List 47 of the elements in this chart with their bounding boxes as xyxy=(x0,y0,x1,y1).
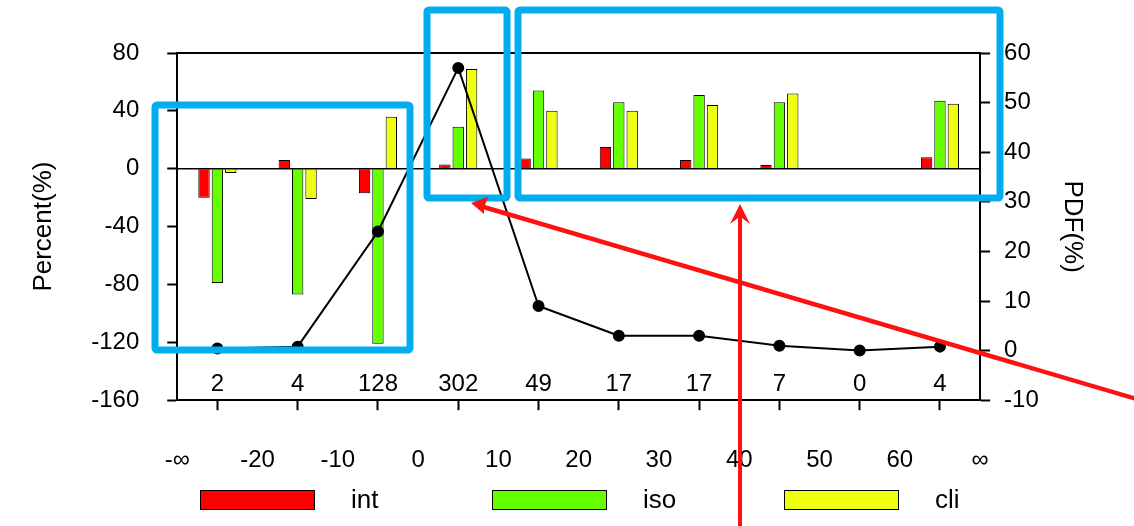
point xyxy=(612,329,625,342)
y2-tick-label: 20 xyxy=(1004,236,1031,264)
x-tick-label: -∞ xyxy=(164,445,190,473)
point xyxy=(773,339,786,352)
annotation: 4 xyxy=(290,368,305,396)
y-tick-label: 40 xyxy=(112,95,140,123)
x-tick-label: 60 xyxy=(886,445,914,473)
y2-tick-label: 0 xyxy=(1004,335,1018,363)
x-tick-label: 30 xyxy=(645,445,673,473)
annotation: 302 xyxy=(438,368,479,396)
point xyxy=(853,344,866,357)
y2-tick-label: 40 xyxy=(1004,136,1031,164)
y2-tick-label: 50 xyxy=(1004,87,1031,115)
x-tick-label: 20 xyxy=(565,445,593,473)
annotation: 7 xyxy=(772,368,787,396)
x-tick-label: ∞ xyxy=(971,445,989,473)
annotation: 0 xyxy=(853,368,867,396)
x-tick-label: -10 xyxy=(320,445,356,473)
y-tick-label: -80 xyxy=(104,269,140,297)
y-tick-label: 0 xyxy=(125,153,140,181)
annotation: 128 xyxy=(357,368,398,396)
annotation: 4 xyxy=(933,368,947,396)
y2-tick-label: 60 xyxy=(1004,37,1031,65)
annotation: 17 xyxy=(605,368,633,396)
y-tick-label: -120 xyxy=(91,326,140,354)
x-tick-label: 0 xyxy=(411,445,425,473)
legend-label: cli xyxy=(935,484,960,515)
x-tick-label: -20 xyxy=(240,445,275,473)
legend-label: iso xyxy=(643,484,677,515)
x-tick-label: 50 xyxy=(806,445,833,473)
y2-axis-title: PDF(%) xyxy=(1059,180,1090,273)
y2-tick-label: 30 xyxy=(1004,186,1031,214)
point xyxy=(693,329,706,342)
legend-label: int xyxy=(351,484,379,515)
annotation: 17 xyxy=(685,368,713,396)
annotation: 2 xyxy=(210,368,225,396)
x-tick-label: 10 xyxy=(485,445,512,473)
y-tick-label: 80 xyxy=(112,37,140,65)
point xyxy=(371,225,384,238)
y-tick-label: -40 xyxy=(104,211,140,239)
annotation: 49 xyxy=(525,368,552,396)
y2-tick-label: -10 xyxy=(1004,384,1039,412)
y-tick-label: -160 xyxy=(91,384,140,412)
point xyxy=(532,299,545,312)
point xyxy=(452,61,465,74)
y-axis-title: Percent(%) xyxy=(26,161,57,292)
y2-tick-label: 10 xyxy=(1004,285,1031,313)
